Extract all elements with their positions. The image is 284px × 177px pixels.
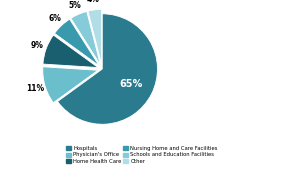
Text: 9%: 9% [30, 41, 43, 50]
Wedge shape [55, 19, 99, 66]
Text: 11%: 11% [26, 84, 45, 93]
Wedge shape [71, 12, 101, 65]
Text: 65%: 65% [119, 79, 142, 88]
Wedge shape [88, 9, 102, 65]
Wedge shape [43, 35, 98, 68]
Legend: Hospitals, Physician's Office, Home Health Care, Nursing Home and Care Facilitie: Hospitals, Physician's Office, Home Heal… [66, 145, 218, 165]
Wedge shape [58, 14, 157, 124]
Text: 6%: 6% [48, 14, 61, 23]
Text: 5%: 5% [68, 1, 81, 10]
Wedge shape [43, 67, 98, 103]
Text: 4%: 4% [87, 0, 100, 4]
